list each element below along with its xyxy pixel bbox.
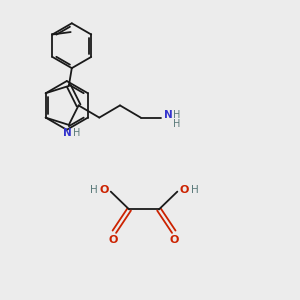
Text: O: O (170, 235, 179, 245)
Text: O: O (100, 185, 109, 195)
Text: O: O (179, 185, 189, 195)
Text: H: H (74, 128, 81, 138)
Text: H: H (90, 185, 98, 195)
Text: N: N (63, 128, 72, 138)
Text: O: O (109, 235, 118, 245)
Text: N: N (164, 110, 172, 120)
Text: H: H (172, 118, 180, 128)
Text: H: H (172, 110, 180, 120)
Text: H: H (191, 185, 199, 195)
